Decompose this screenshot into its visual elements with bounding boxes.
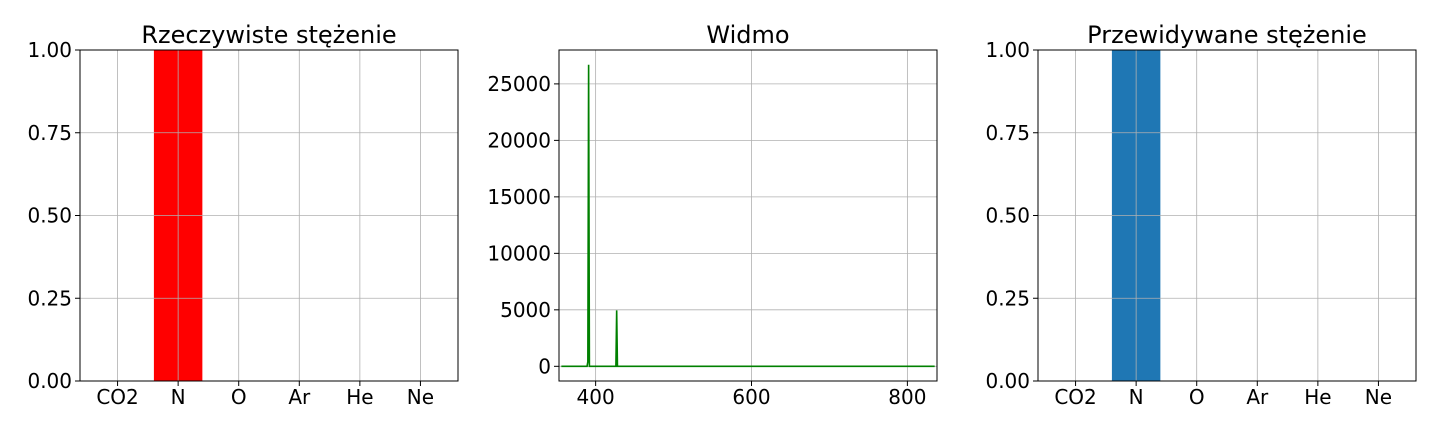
- y-tick-label: 25000: [487, 72, 551, 96]
- x-tick-label: Ar: [1246, 385, 1269, 409]
- chart-title: Rzeczywiste stężenie: [141, 21, 396, 49]
- plot-frame: [558, 49, 938, 382]
- spectrum-line: [561, 64, 935, 368]
- x-tick-label: He: [346, 385, 373, 409]
- y-tick-label: 5000: [500, 298, 551, 322]
- x-tick-label: N: [1129, 385, 1144, 409]
- x-tick-label: 600: [732, 385, 770, 409]
- x-tick-label: CO2: [96, 385, 138, 409]
- x-tick-label: 800: [888, 385, 926, 409]
- y-tick-label: 0.50: [27, 204, 72, 228]
- y-tick-label: 0.25: [27, 286, 72, 310]
- spectrum-chart: Widmo 400 600 800 0 5000 10000 15000 20000 25000: [487, 21, 938, 409]
- plot-frame: [79, 49, 459, 382]
- y-tick-label: 0.50: [985, 204, 1030, 228]
- x-tick-label: Ne: [407, 385, 434, 409]
- y-tick-label: 0.00: [27, 369, 72, 393]
- x-tick-label: Ne: [1365, 385, 1392, 409]
- y-tick-label: 0.75: [985, 121, 1030, 145]
- y-tick-label: 0.75: [27, 121, 72, 145]
- y-tick-label: 20000: [487, 128, 551, 152]
- x-tick-label: N: [171, 385, 186, 409]
- x-tick-label: He: [1304, 385, 1331, 409]
- predicted-concentration-chart: Przewidywane stężenie CO2 N O Ar He Ne 0.00 0.25…: [985, 21, 1417, 409]
- x-tick-label: CO2: [1054, 385, 1096, 409]
- plot-frame: [1037, 49, 1417, 382]
- x-tick-label: O: [1189, 385, 1205, 409]
- y-tick-label: 10000: [487, 241, 551, 265]
- x-tick-label: 400: [577, 385, 615, 409]
- x-tick-label: Ar: [288, 385, 311, 409]
- chart-title: Widmo: [706, 21, 789, 49]
- y-tick-label: 0: [538, 354, 551, 378]
- y-tick-label: 1.00: [27, 38, 72, 62]
- y-tick-label: 15000: [487, 185, 551, 209]
- chart-title: Przewidywane stężenie: [1087, 21, 1367, 49]
- actual-concentration-chart: Rzeczywiste stężenie CO2 N O Ar He Ne 0.00 0.25 0…: [27, 21, 459, 409]
- y-tick-label: 1.00: [985, 38, 1030, 62]
- y-tick-label: 0.25: [985, 286, 1030, 310]
- y-tick-label: 0.00: [985, 369, 1030, 393]
- x-tick-label: O: [231, 385, 247, 409]
